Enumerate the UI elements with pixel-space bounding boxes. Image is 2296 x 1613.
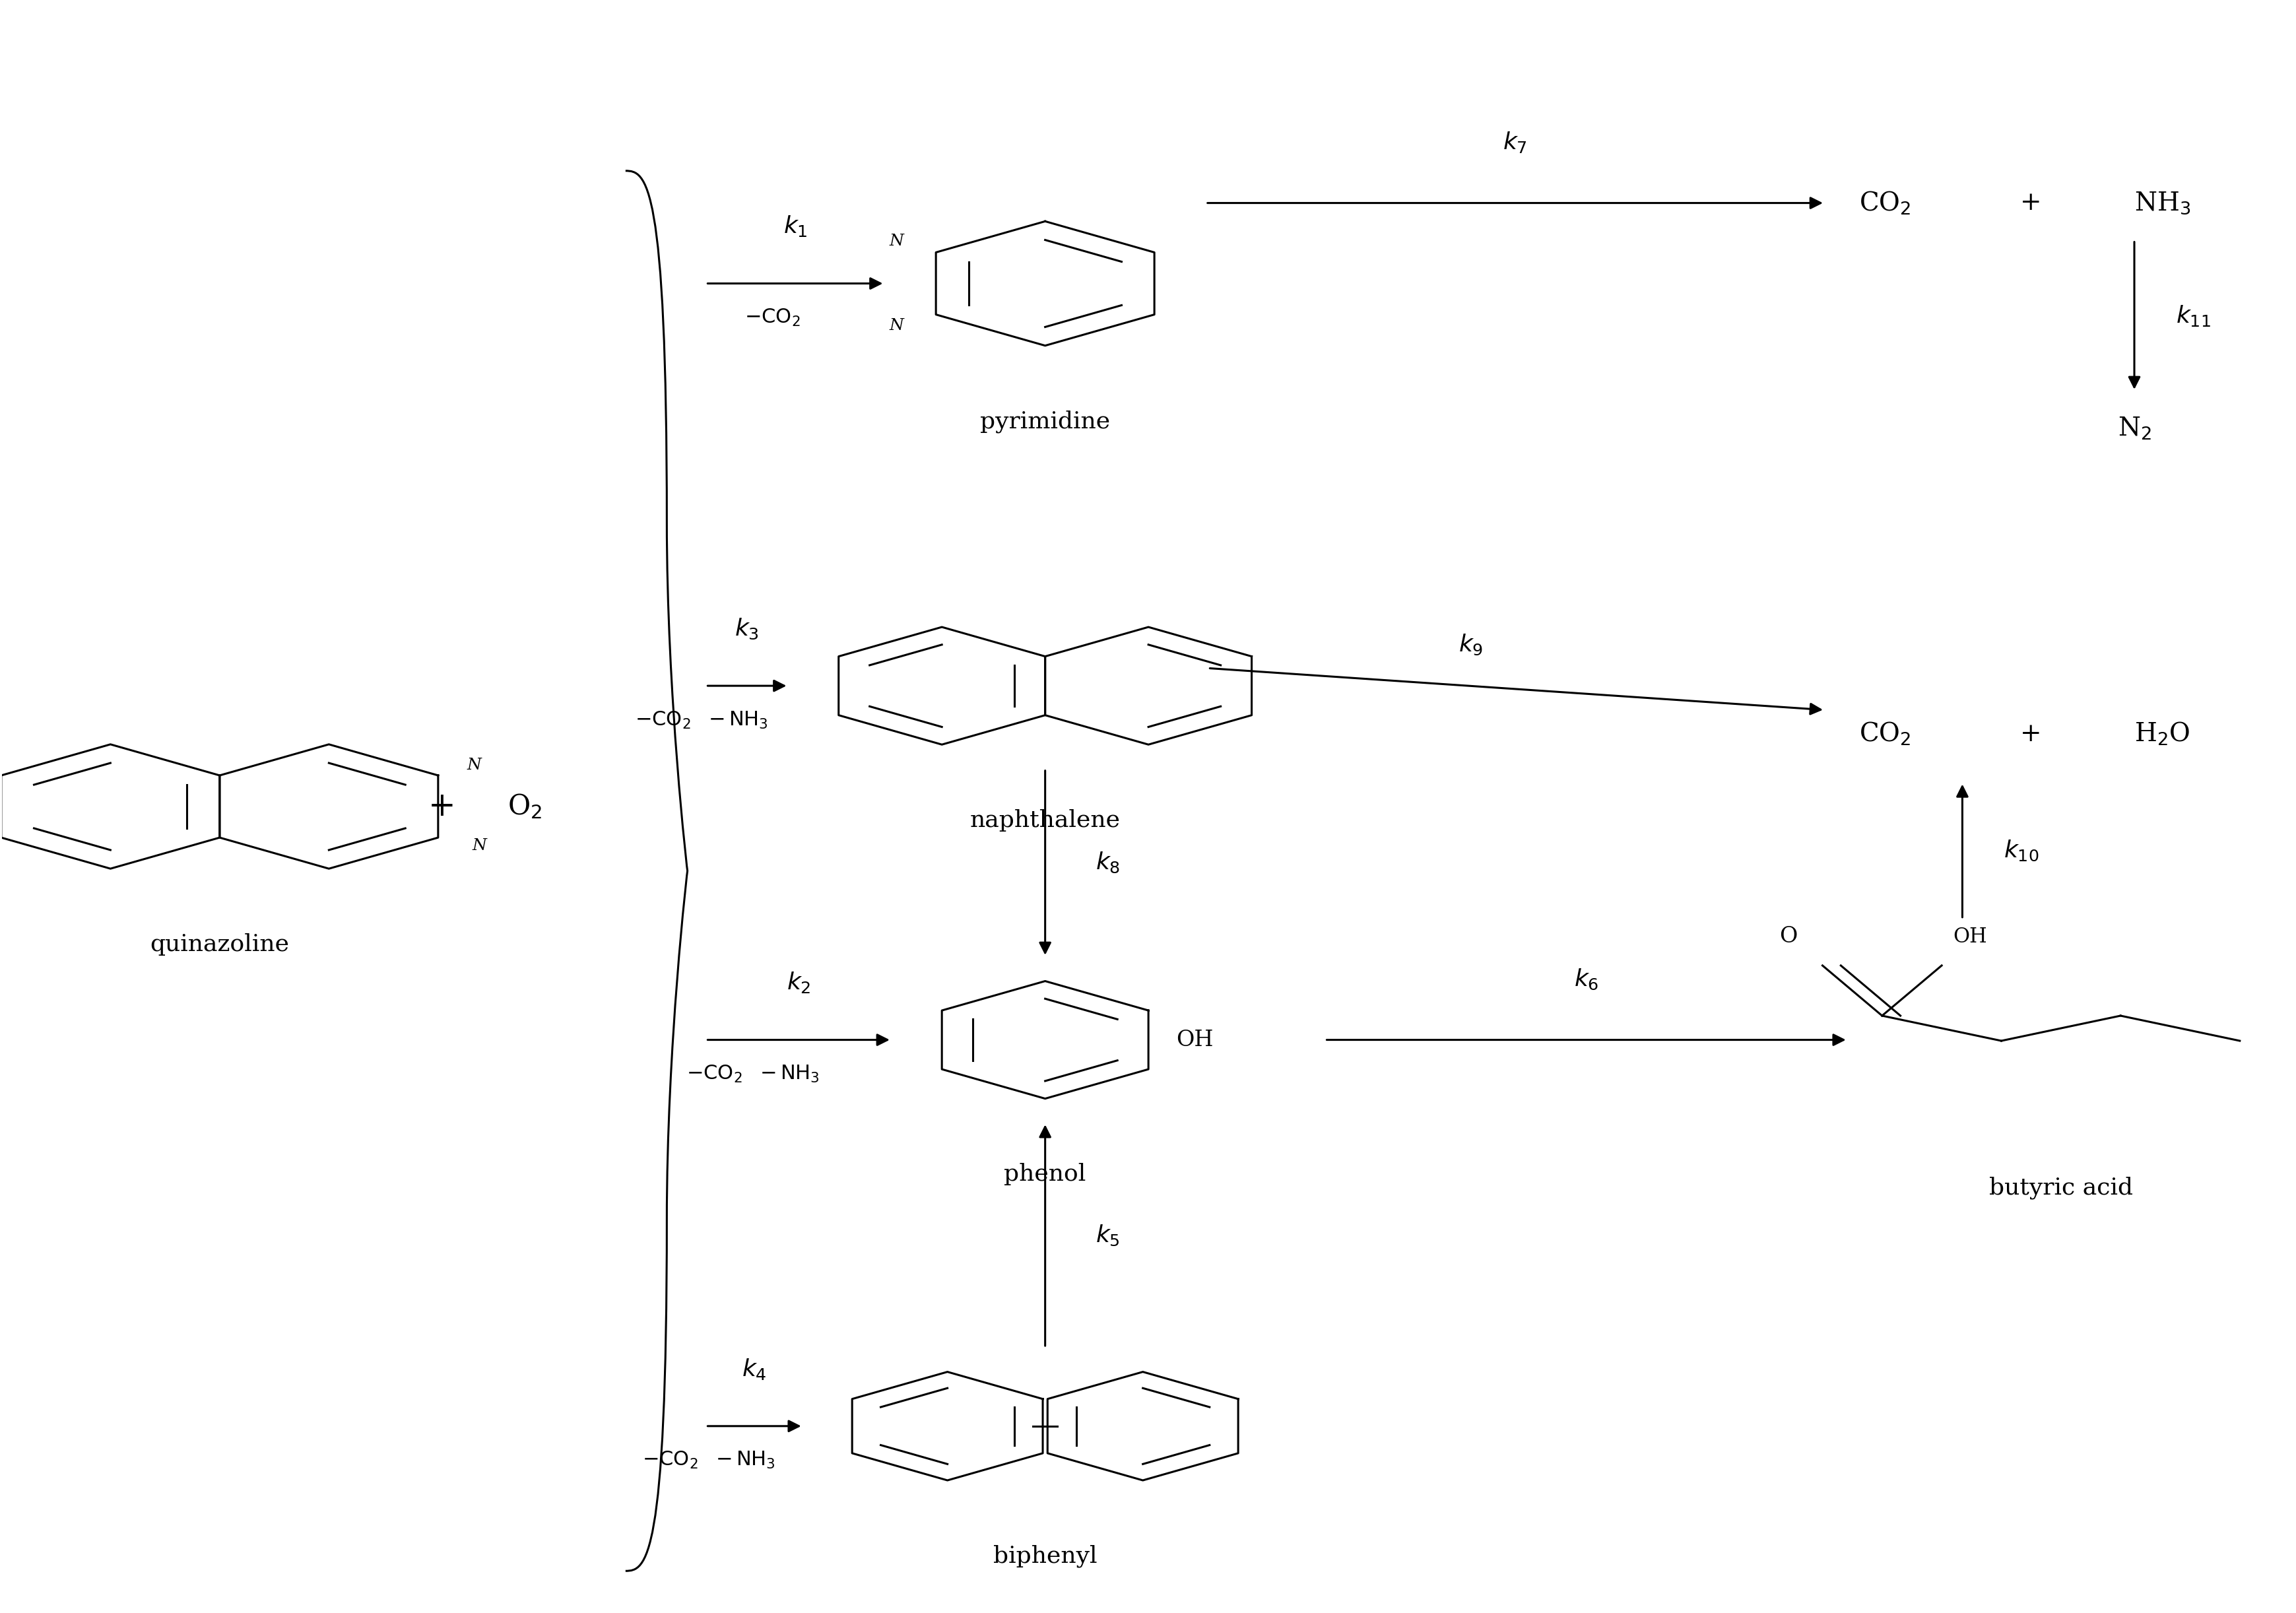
Text: $k_1$: $k_1$ [783, 215, 808, 239]
Text: +: + [2020, 723, 2041, 747]
Text: OH: OH [1176, 1029, 1212, 1050]
Text: O$_2$: O$_2$ [507, 792, 542, 821]
Text: $-\mathrm{CO}_2\ \ -\mathrm{NH}_3$: $-\mathrm{CO}_2\ \ -\mathrm{NH}_3$ [643, 1450, 774, 1471]
Text: N: N [466, 758, 480, 773]
Text: naphthalene: naphthalene [969, 810, 1120, 831]
Text: biphenyl: biphenyl [992, 1545, 1097, 1568]
Text: $-\mathrm{CO}_2$: $-\mathrm{CO}_2$ [744, 308, 799, 327]
Text: H$_2$O: H$_2$O [2133, 721, 2190, 747]
Text: pyrimidine: pyrimidine [980, 410, 1109, 432]
Text: $k_8$: $k_8$ [1095, 850, 1120, 874]
Text: CO$_2$: CO$_2$ [1860, 190, 1910, 216]
Text: $k_7$: $k_7$ [1502, 131, 1527, 155]
Text: $k_{10}$: $k_{10}$ [2002, 839, 2039, 863]
Text: $k_9$: $k_9$ [1458, 632, 1483, 656]
Text: $k_5$: $k_5$ [1095, 1223, 1120, 1247]
Text: $k_{11}$: $k_{11}$ [2174, 303, 2209, 327]
Text: $k_4$: $k_4$ [742, 1357, 767, 1381]
Text: $-\mathrm{CO}_2\ \ -\mathrm{NH}_3$: $-\mathrm{CO}_2\ \ -\mathrm{NH}_3$ [687, 1065, 820, 1084]
Text: N: N [473, 839, 487, 853]
Text: $k_6$: $k_6$ [1573, 968, 1598, 992]
Text: OH: OH [1952, 926, 1986, 947]
Text: +: + [427, 790, 455, 823]
Text: N$_2$: N$_2$ [2117, 415, 2151, 442]
Text: N: N [889, 234, 902, 248]
Text: O: O [1779, 926, 1795, 947]
Text: NH$_3$: NH$_3$ [2133, 190, 2190, 216]
Text: butyric acid: butyric acid [1988, 1176, 2133, 1200]
Text: N: N [889, 318, 902, 334]
Text: $k_3$: $k_3$ [735, 616, 760, 640]
Text: +: + [2020, 190, 2041, 215]
Text: CO$_2$: CO$_2$ [1860, 721, 1910, 747]
Text: $k_2$: $k_2$ [785, 971, 810, 995]
Text: $-\mathrm{CO}_2\ \ -\mathrm{NH}_3$: $-\mathrm{CO}_2\ \ -\mathrm{NH}_3$ [634, 710, 767, 731]
Text: phenol: phenol [1003, 1163, 1086, 1186]
Text: quinazoline: quinazoline [149, 932, 289, 955]
